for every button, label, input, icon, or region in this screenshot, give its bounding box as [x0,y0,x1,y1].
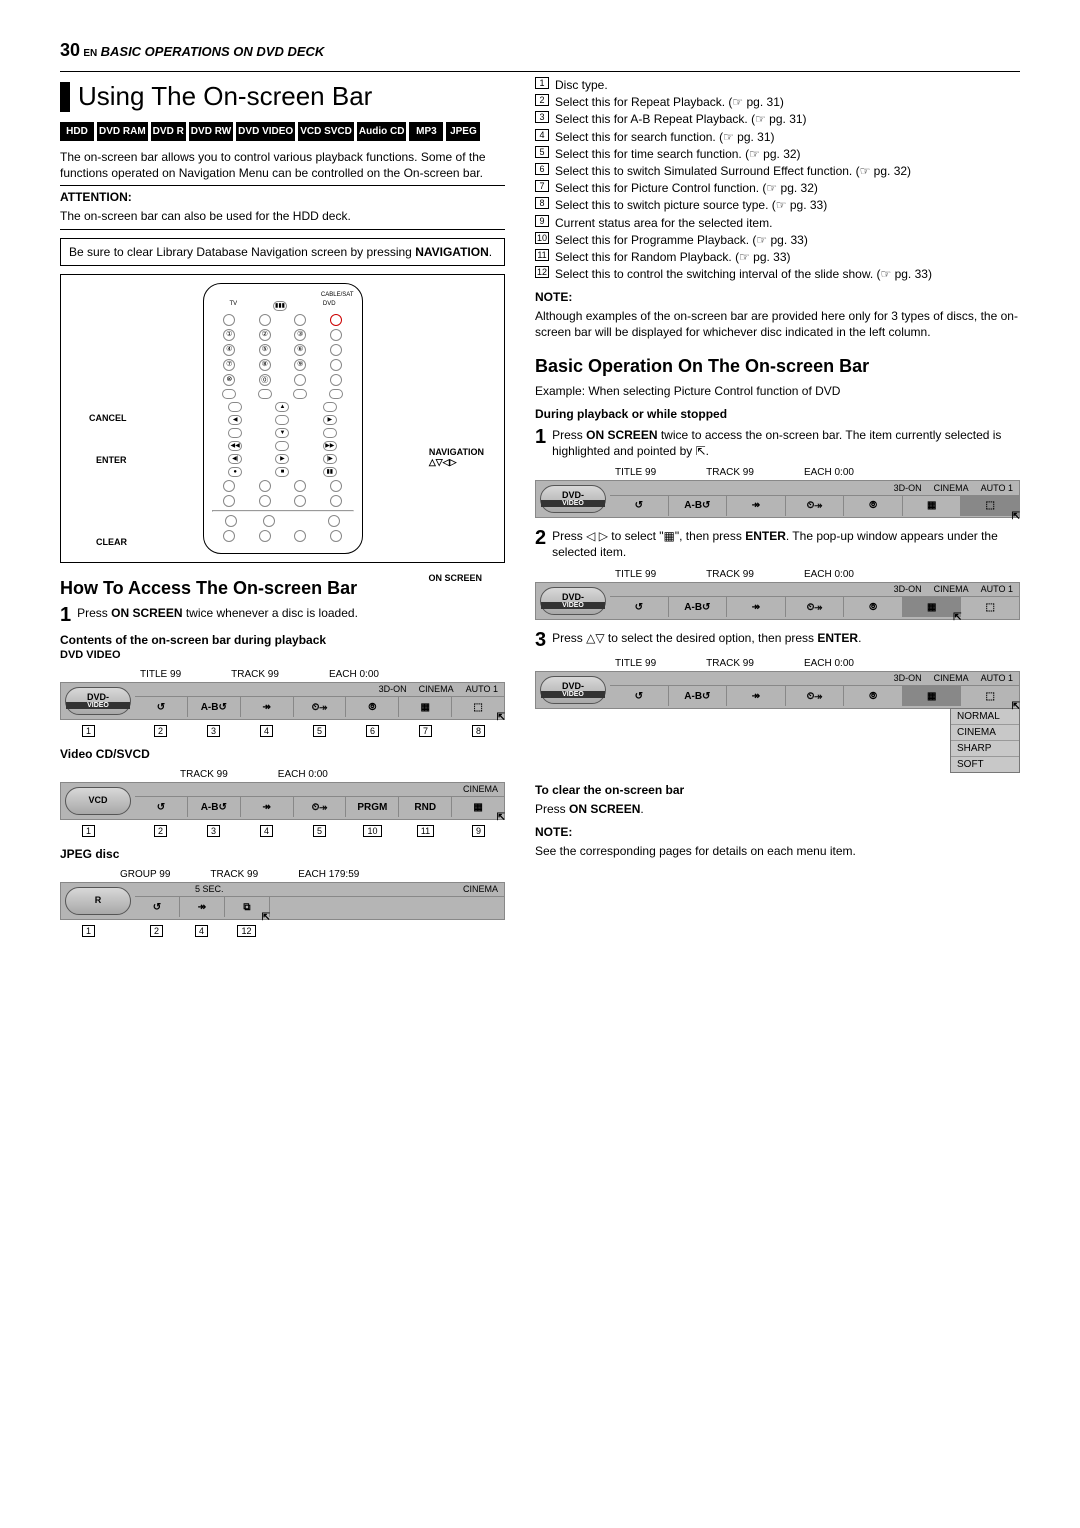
page-header: 30 EN BASIC OPERATIONS ON DVD DECK [60,40,1020,61]
page-lang: EN [83,48,97,59]
format-badge-row: HDD DVD RAM DVD R DVD RW DVD VIDEO VCD S… [60,122,505,141]
section-basic-title: Basic Operation On The On-screen Bar [535,356,1020,377]
badge: VCD SVCD [298,122,354,141]
remote-label-cancel: CANCEL [89,413,127,423]
remote-label-clear: CLEAR [96,537,127,547]
rule [60,229,505,230]
osd-bar-example-2: TITLE 99TRACK 99EACH 0:00 DVD-VIDEO 3D-O… [535,567,1020,620]
note-1: Although examples of the on-screen bar a… [535,308,1020,340]
step-number: 3 [535,630,546,650]
attention-label: ATTENTION: [60,190,505,204]
example-text: Example: When selecting Picture Control … [535,383,1020,399]
legend-list: 1Disc type. 2Select this for Repeat Play… [535,77,1020,282]
page-title: Using The On-screen Bar [78,81,372,112]
remote-body: CABLE/SAT TV▮▮▮DVD ①②③ ④⑤⑥ ⑦⑧⑨ ⊗⓪ ▲ ◀▶ ▼… [203,283,363,554]
navigation-note-box: Be sure to clear Library Database Naviga… [60,238,505,266]
osd-bar-vcd: TRACK 99EACH 0:00 VCD CINEMA ↺ A-B↺ ↠ ⏲↠… [60,767,505,837]
badge: JPEG [446,122,480,141]
step-number: 1 [535,427,546,459]
step-1-access: 1 Press ON SCREEN twice whenever a disc … [60,605,505,625]
step-b1: 1 Press ON SCREEN twice to access the on… [535,427,1020,459]
nav-note-key: NAVIGATION [415,245,489,259]
osd-bar-example-1: TITLE 99TRACK 99EACH 0:00 DVD-VIDEO 3D-O… [535,465,1020,518]
badge: DVD R [151,122,186,141]
intro-text: The on-screen bar allows you to control … [60,149,505,181]
jpeg-label: JPEG disc [60,847,505,861]
badge: Audio CD [357,122,407,141]
nav-note-prefix: Be sure to clear Library Database Naviga… [69,245,415,259]
remote-top-label: CABLE/SAT [212,292,354,298]
remote-label-navigation: NAVIGATION△▽◁▷ [429,447,484,468]
badge: DVD RW [189,122,233,141]
badge: DVD VIDEO [236,122,295,141]
picture-control-dropdown: NORMAL CINEMA SHARP SOFT [950,708,1020,773]
step-number: 1 [60,605,71,625]
header-rule [60,71,1020,72]
remote-label-enter: ENTER [96,455,127,465]
badge: DVD RAM [97,122,148,141]
note-label-2: NOTE: [535,825,1020,839]
step-b3: 3 Press △▽ to select the desired option,… [535,630,1020,650]
header-text: BASIC OPERATIONS ON DVD DECK [101,44,325,59]
osd-bar-dvd: TITLE 99TRACK 99EACH 0:00 DVD-VIDEO 3D-O… [60,667,505,737]
badge: MP3 [409,122,443,141]
remote-illustration: CANCEL ENTER CLEAR NAVIGATION△▽◁▷ ON SCR… [60,274,505,563]
clear-heading: To clear the on-screen bar [535,783,1020,797]
remote-label-onscreen: ON SCREEN [428,573,482,583]
osd-bar-example-3: TITLE 99TRACK 99EACH 0:00 DVD-VIDEO 3D-O… [535,656,1020,773]
note-2: See the corresponding pages for details … [535,843,1020,859]
during-text: During playback or while stopped [535,407,1020,421]
title-bar: Using The On-screen Bar [60,81,505,112]
page-number: 30 [60,40,80,60]
step-b2: 2 Press ◁ ▷ to select "▦", then press EN… [535,528,1020,560]
dvd-video-label: DVD VIDEO [60,649,505,661]
badge: HDD [60,122,94,141]
attention-text: The on-screen bar can also be used for t… [60,208,505,224]
contents-heading: Contents of the on-screen bar during pla… [60,633,505,647]
note-label: NOTE: [535,290,1020,304]
rule [60,185,505,186]
step-number: 2 [535,528,546,560]
clear-text: Press ON SCREEN. [535,801,1020,817]
osd-bar-jpeg: GROUP 99TRACK 99EACH 179:59 R 5 SEC.CINE… [60,867,505,937]
vcd-label: Video CD/SVCD [60,747,505,761]
